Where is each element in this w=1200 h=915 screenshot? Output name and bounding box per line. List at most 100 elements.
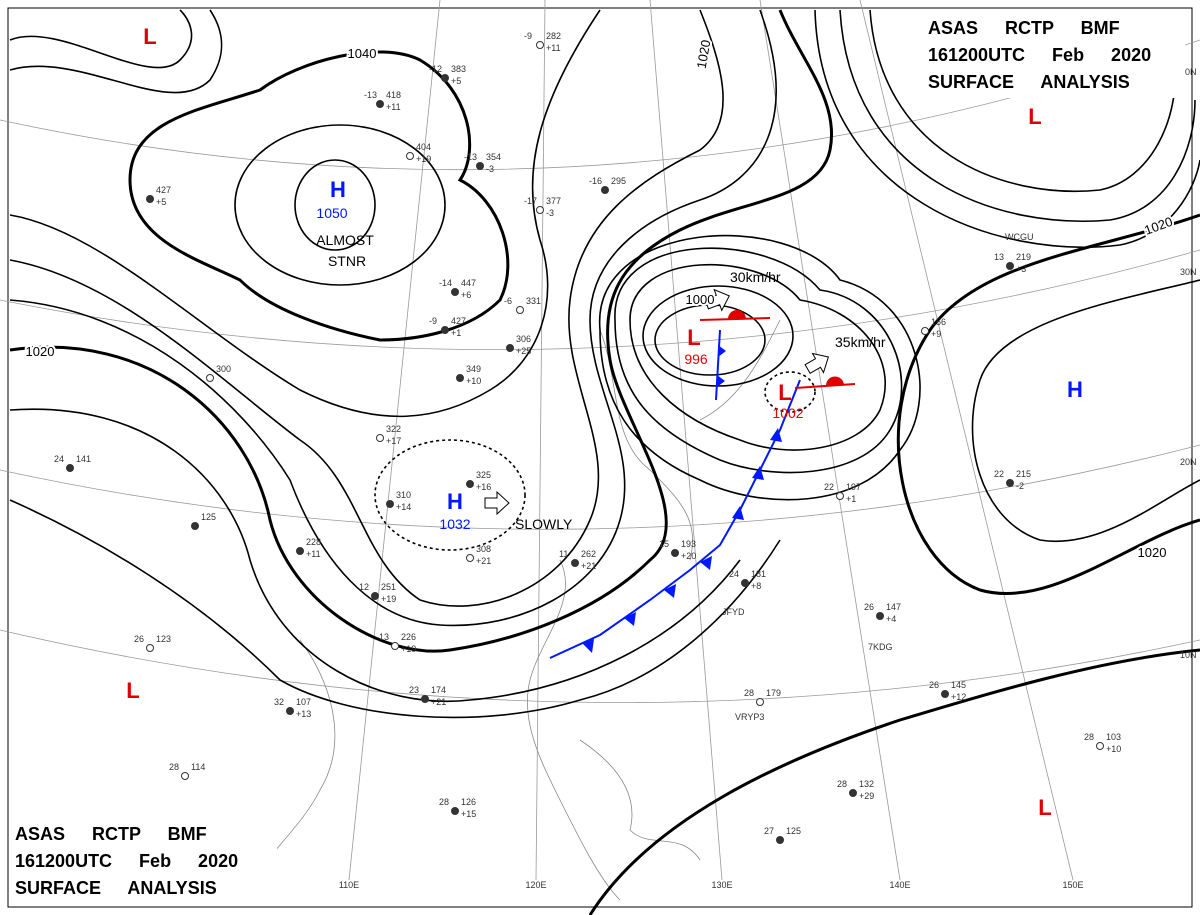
high-symbol: H [330, 177, 346, 202]
station-temp: -9 [524, 31, 532, 41]
motion-label: SLOWLY [515, 516, 573, 532]
cold-front [715, 329, 721, 401]
station-change: +11 [386, 102, 401, 112]
station-circle [671, 549, 679, 557]
station-temp: 28 [1084, 732, 1094, 742]
station-temp: 26 [134, 634, 144, 644]
station-pressure: 107 [296, 697, 311, 707]
isobar [9, 9, 724, 607]
station-pressure: 126 [461, 797, 476, 807]
header-bg [920, 12, 1185, 98]
coast [699, 319, 781, 421]
station-change: +11 [306, 549, 321, 559]
station-circle [206, 374, 214, 382]
station-circle [756, 698, 764, 706]
station-circle [286, 707, 294, 715]
station-pressure: 262 [581, 549, 596, 559]
station-change: +16 [476, 482, 491, 492]
station-change: +4 [886, 614, 896, 624]
longitude-label: 130E [711, 880, 732, 890]
station-temp: 28 [744, 688, 754, 698]
station-pressure: 427 [451, 316, 466, 326]
station-temp: 12 [359, 582, 369, 592]
high-symbol: H [447, 489, 463, 514]
motion-arrows [484, 288, 830, 516]
station-circle [849, 789, 857, 797]
station-temp: 13 [379, 632, 389, 642]
longitude-label: 150E [1062, 880, 1083, 890]
isobar [9, 499, 781, 719]
station-circle [191, 522, 199, 530]
station-circle [876, 612, 884, 620]
header-line: ASAS RCTP BMF [15, 824, 207, 844]
isobar [869, 9, 1177, 192]
station-pressure: 145 [951, 680, 966, 690]
high-pressure: 1050 [316, 205, 347, 221]
station-temp: -14 [439, 278, 452, 288]
station-temp: -17 [524, 196, 537, 206]
station-change: -3 [486, 164, 494, 174]
station-circle [456, 374, 464, 382]
station-pressure: 447 [461, 278, 476, 288]
warm-front-bump [728, 310, 746, 319]
station-change: +1 [846, 494, 856, 504]
station-change: +15 [461, 809, 476, 819]
station-pressure: 418 [386, 90, 401, 100]
station-pressure: 427 [156, 185, 171, 195]
station-circle [66, 464, 74, 472]
station-temp: 24 [729, 569, 739, 579]
station-change: -2 [1016, 481, 1024, 491]
station-circle [451, 288, 459, 296]
longitude-label: 120E [525, 880, 546, 890]
isobar [234, 124, 446, 286]
low-symbol: L [687, 325, 700, 350]
motion-label: STNR [328, 253, 366, 269]
station-circle [391, 642, 399, 650]
motion-label: 35km/hr [835, 334, 886, 350]
isobar [614, 247, 903, 474]
station-pressure: 197 [846, 482, 861, 492]
station-change: +6 [461, 290, 471, 300]
station-change: +14 [396, 502, 411, 512]
station-change: +8 [751, 581, 761, 591]
station-circle [476, 162, 484, 170]
isobar [9, 9, 601, 418]
motion-arrow [804, 352, 830, 375]
station-pressure: 282 [546, 31, 561, 41]
station-change: +20 [681, 551, 696, 561]
station-pressure: 132 [859, 779, 874, 789]
station-temp: 15 [659, 539, 669, 549]
station-circle [1096, 742, 1104, 750]
low-symbol: L [143, 24, 156, 49]
station-pressure: 377 [546, 196, 561, 206]
header-line: ASAS RCTP BMF [928, 18, 1120, 38]
ship-id: 7KDG [868, 642, 893, 652]
station-change: +19 [416, 154, 431, 164]
ship-id: VRYP3 [735, 712, 764, 722]
longitude-label: 140E [889, 880, 910, 890]
station-change: +21 [476, 556, 491, 566]
station-change: +21 [581, 561, 596, 571]
warm-front-bump [825, 376, 844, 386]
header-bottom: ASAS RCTP BMF 161200UTC Feb 2020 SURFACE… [12, 818, 277, 904]
station-pressure: 147 [886, 602, 901, 612]
station-pressure: 383 [451, 64, 466, 74]
dotted-isobar [764, 371, 816, 413]
station-pressure: 331 [526, 296, 541, 306]
station-pressure: 310 [396, 490, 411, 500]
isobar [128, 50, 510, 342]
station-temp: -13 [364, 90, 377, 100]
station-change: +19 [381, 594, 396, 604]
lon-line [348, 0, 441, 881]
station-pressure: 125 [201, 512, 216, 522]
station-pressure: 179 [766, 688, 781, 698]
station-temp: 11 [559, 549, 568, 559]
station-pressure: 103 [1106, 732, 1121, 742]
isobar [588, 648, 1200, 915]
isobar [896, 213, 1200, 596]
lon-line [649, 0, 723, 881]
motion-label: 30km/hr [730, 269, 781, 285]
station-pressure: 156 [931, 317, 946, 327]
station-temp: 22 [994, 469, 1004, 479]
